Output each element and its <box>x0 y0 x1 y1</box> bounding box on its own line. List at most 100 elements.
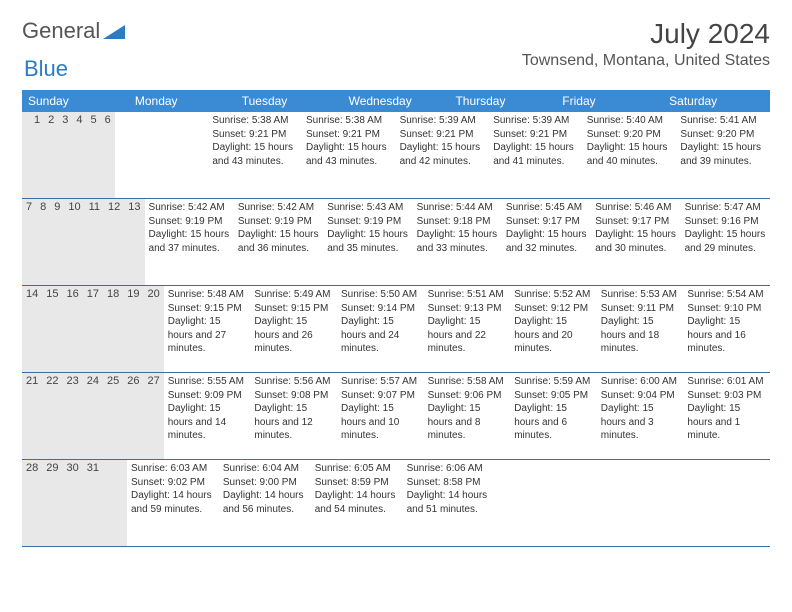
daylight-text: Daylight: 15 hours and 33 minutes. <box>417 228 498 255</box>
week-row: 78910111213Sunrise: 5:42 AMSunset: 9:19 … <box>22 199 770 286</box>
day-cell: Sunrise: 5:43 AMSunset: 9:19 PMDaylight:… <box>323 199 412 285</box>
sunrise-text: Sunrise: 5:51 AM <box>428 288 507 302</box>
sunrise-text: Sunrise: 5:40 AM <box>587 114 673 128</box>
day-number: 3 <box>58 112 72 198</box>
day-number: 12 <box>104 199 124 285</box>
day-cell: Sunrise: 6:04 AMSunset: 9:00 PMDaylight:… <box>219 460 311 546</box>
daylight-text: Daylight: 15 hours and 6 minutes. <box>514 402 593 443</box>
day-number: 31 <box>83 460 103 546</box>
sunset-text: Sunset: 9:21 PM <box>306 128 392 142</box>
location-text: Townsend, Montana, United States <box>522 52 770 70</box>
day-body-row: Sunrise: 6:03 AMSunset: 9:02 PMDaylight:… <box>127 460 770 546</box>
daylight-text: Daylight: 15 hours and 18 minutes. <box>601 315 680 356</box>
day-number: 26 <box>123 373 143 459</box>
day-number: 6 <box>101 112 115 198</box>
day-body-row: Sunrise: 5:48 AMSunset: 9:15 PMDaylight:… <box>164 286 770 372</box>
daylight-text: Daylight: 15 hours and 39 minutes. <box>680 141 766 168</box>
dow-fri: Friday <box>556 90 663 112</box>
sunrise-text: Sunrise: 5:58 AM <box>428 375 507 389</box>
daylight-text: Daylight: 15 hours and 32 minutes. <box>506 228 587 255</box>
sunrise-text: Sunrise: 5:39 AM <box>493 114 579 128</box>
day-body-row: Sunrise: 5:42 AMSunset: 9:19 PMDaylight:… <box>145 199 770 285</box>
sunrise-text: Sunrise: 5:42 AM <box>149 201 230 215</box>
day-cell: Sunrise: 5:44 AMSunset: 9:18 PMDaylight:… <box>413 199 502 285</box>
daynum-row: 123456 <box>22 112 115 198</box>
day-cell: Sunrise: 6:05 AMSunset: 8:59 PMDaylight:… <box>311 460 403 546</box>
dow-sat: Saturday <box>663 90 770 112</box>
sunrise-text: Sunrise: 6:00 AM <box>601 375 680 389</box>
sunrise-text: Sunrise: 5:44 AM <box>417 201 498 215</box>
day-number: 15 <box>42 286 62 372</box>
sunset-text: Sunset: 9:04 PM <box>601 389 680 403</box>
day-number: 21 <box>22 373 42 459</box>
logo-text-blue: Blue <box>24 56 68 81</box>
week-row: 28293031Sunrise: 6:03 AMSunset: 9:02 PMD… <box>22 460 770 547</box>
daylight-text: Daylight: 14 hours and 59 minutes. <box>131 489 215 516</box>
daylight-text: Daylight: 15 hours and 35 minutes. <box>327 228 408 255</box>
sunset-text: Sunset: 9:03 PM <box>687 389 766 403</box>
dow-mon: Monday <box>129 90 236 112</box>
daynum-row: 28293031 <box>22 460 127 546</box>
day-cell: Sunrise: 5:38 AMSunset: 9:21 PMDaylight:… <box>302 112 396 198</box>
day-cell <box>678 460 770 546</box>
sunrise-text: Sunrise: 5:47 AM <box>685 201 766 215</box>
day-number <box>103 460 111 546</box>
sunset-text: Sunset: 9:09 PM <box>168 389 247 403</box>
sunset-text: Sunset: 9:15 PM <box>168 302 247 316</box>
sunset-text: Sunset: 9:12 PM <box>514 302 593 316</box>
day-number: 17 <box>83 286 103 372</box>
day-cell: Sunrise: 5:46 AMSunset: 9:17 PMDaylight:… <box>591 199 680 285</box>
day-number: 4 <box>72 112 86 198</box>
day-number <box>22 112 30 198</box>
sunset-text: Sunset: 9:19 PM <box>327 215 408 229</box>
sunrise-text: Sunrise: 6:05 AM <box>315 462 399 476</box>
sunrise-text: Sunrise: 5:49 AM <box>254 288 333 302</box>
daylight-text: Daylight: 15 hours and 29 minutes. <box>685 228 766 255</box>
sunset-text: Sunset: 9:20 PM <box>680 128 766 142</box>
month-title: July 2024 <box>522 18 770 50</box>
daylight-text: Daylight: 14 hours and 56 minutes. <box>223 489 307 516</box>
sunset-text: Sunset: 9:21 PM <box>212 128 298 142</box>
sunset-text: Sunset: 9:19 PM <box>149 215 230 229</box>
dow-sun: Sunday <box>22 90 129 112</box>
day-cell: Sunrise: 5:55 AMSunset: 9:09 PMDaylight:… <box>164 373 251 459</box>
sunset-text: Sunset: 8:58 PM <box>407 476 491 490</box>
sunrise-text: Sunrise: 5:39 AM <box>400 114 486 128</box>
day-cell: Sunrise: 5:51 AMSunset: 9:13 PMDaylight:… <box>424 286 511 372</box>
sunset-text: Sunset: 9:00 PM <box>223 476 307 490</box>
sunrise-text: Sunrise: 6:03 AM <box>131 462 215 476</box>
day-number: 22 <box>42 373 62 459</box>
title-block: July 2024 Townsend, Montana, United Stat… <box>522 18 770 70</box>
daylight-text: Daylight: 15 hours and 16 minutes. <box>687 315 766 356</box>
calendar: Sunday Monday Tuesday Wednesday Thursday… <box>22 90 770 547</box>
daylight-text: Daylight: 14 hours and 51 minutes. <box>407 489 491 516</box>
daylight-text: Daylight: 15 hours and 26 minutes. <box>254 315 333 356</box>
daylight-text: Daylight: 15 hours and 41 minutes. <box>493 141 579 168</box>
week-row: 14151617181920Sunrise: 5:48 AMSunset: 9:… <box>22 286 770 373</box>
sunset-text: Sunset: 9:20 PM <box>587 128 673 142</box>
day-cell: Sunrise: 5:48 AMSunset: 9:15 PMDaylight:… <box>164 286 251 372</box>
week-row: 21222324252627Sunrise: 5:55 AMSunset: 9:… <box>22 373 770 460</box>
daynum-row: 21222324252627 <box>22 373 164 459</box>
sunrise-text: Sunrise: 6:01 AM <box>687 375 766 389</box>
day-number: 28 <box>22 460 42 546</box>
day-cell: Sunrise: 5:41 AMSunset: 9:20 PMDaylight:… <box>676 112 770 198</box>
day-number: 20 <box>144 286 164 372</box>
sunset-text: Sunset: 8:59 PM <box>315 476 399 490</box>
daylight-text: Daylight: 15 hours and 40 minutes. <box>587 141 673 168</box>
sunrise-text: Sunrise: 5:57 AM <box>341 375 420 389</box>
daylight-text: Daylight: 14 hours and 54 minutes. <box>315 489 399 516</box>
day-cell <box>586 460 678 546</box>
week-row: 123456 Sunrise: 5:38 AMSunset: 9:21 PMDay… <box>22 112 770 199</box>
day-number <box>111 460 119 546</box>
day-cell: Sunrise: 5:45 AMSunset: 9:17 PMDaylight:… <box>502 199 591 285</box>
day-cell: Sunrise: 5:53 AMSunset: 9:11 PMDaylight:… <box>597 286 684 372</box>
day-cell: Sunrise: 6:03 AMSunset: 9:02 PMDaylight:… <box>127 460 219 546</box>
day-number: 2 <box>44 112 58 198</box>
day-cell: Sunrise: 5:54 AMSunset: 9:10 PMDaylight:… <box>683 286 770 372</box>
daylight-text: Daylight: 15 hours and 12 minutes. <box>254 402 333 443</box>
day-cell: Sunrise: 5:50 AMSunset: 9:14 PMDaylight:… <box>337 286 424 372</box>
day-number: 23 <box>63 373 83 459</box>
sunset-text: Sunset: 9:10 PM <box>687 302 766 316</box>
daylight-text: Daylight: 15 hours and 10 minutes. <box>341 402 420 443</box>
